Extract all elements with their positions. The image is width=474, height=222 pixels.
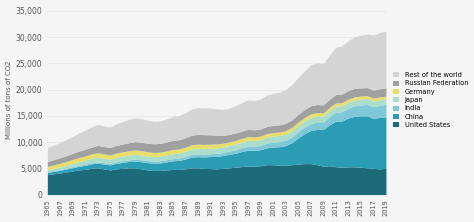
Legend: Rest of the world, Russian Federation, Germany, Japan, India, China, United Stat: Rest of the world, Russian Federation, G… (392, 72, 468, 128)
Y-axis label: Millions of tons of CO2: Millions of tons of CO2 (6, 61, 11, 139)
